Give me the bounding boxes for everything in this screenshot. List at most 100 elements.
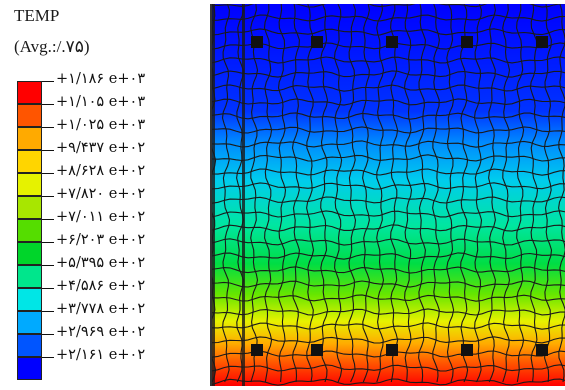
temperature-field: [212, 4, 565, 386]
legend-panel: TEMP (Avg.:/.۷۵) +۱/۱۸۶ e+۰۳ +۱/۱۰۵ e+۰۳…: [0, 0, 207, 390]
mesh-line-horizontal: [212, 56, 565, 64]
legend-swatch: [17, 81, 42, 104]
legend-swatch: [17, 196, 42, 219]
boundary-strip: [242, 4, 245, 386]
legend-swatch: [17, 104, 42, 127]
boundary-strip: [212, 4, 215, 386]
node-marker: [311, 344, 323, 356]
legend-tick: [42, 196, 54, 197]
legend-tick: [42, 288, 54, 289]
contour-mesh-canvas: [212, 4, 565, 386]
mesh-line-vertical: [432, 4, 440, 383]
legend-value-label: +۴/۵۸۶ e+۰۲: [56, 278, 146, 294]
mesh-line-horizontal: [212, 154, 565, 162]
legend-tick: [42, 242, 54, 243]
node-marker: [461, 344, 473, 356]
mesh-line-horizontal: [212, 70, 565, 78]
mesh-line-vertical: [362, 4, 370, 383]
node-marker: [386, 344, 398, 356]
mesh-line-vertical: [403, 4, 413, 383]
legend-value-label: +۷/۰۱۱ e+۰۲: [56, 209, 146, 225]
mesh-line-horizontal: [212, 4, 565, 8]
mesh-line-horizontal: [212, 308, 565, 316]
mesh-line-vertical: [543, 4, 553, 383]
legend-swatch: [17, 150, 42, 173]
legend-swatch: [17, 334, 42, 357]
legend-swatch: [17, 242, 42, 265]
mesh-line-vertical: [376, 4, 385, 383]
mesh-line-horizontal: [212, 280, 565, 288]
legend-tick: [42, 173, 54, 174]
mesh-line-vertical: [502, 4, 511, 383]
legend-tick: [42, 81, 54, 82]
mesh-line-horizontal: [212, 224, 565, 232]
mesh-line-horizontal: [212, 294, 565, 302]
mesh-line-vertical: [446, 4, 455, 383]
legend-value-label: +۵/۳۹۵ e+۰۲: [56, 255, 146, 271]
mesh-line-vertical: [529, 4, 539, 383]
mesh-line-vertical: [306, 4, 315, 383]
mesh-line-horizontal: [212, 112, 565, 120]
mesh-line-horizontal: [212, 140, 565, 148]
node-marker: [386, 36, 398, 48]
mesh-line-horizontal: [212, 252, 565, 260]
temperature-contour-plot: [210, 4, 565, 386]
legend-swatch: [17, 288, 42, 311]
mesh-line-vertical: [473, 4, 483, 383]
mesh-line-horizontal: [212, 182, 565, 190]
legend-tick: [42, 311, 54, 312]
legend-tick: [42, 219, 54, 220]
legend-tick: [42, 104, 54, 105]
mesh-line-horizontal: [212, 336, 565, 344]
legend-value-label: +۲/۹۶۹ e+۰۲: [56, 324, 146, 340]
legend-value-label: +۲/۱۶۱ e+۰۲: [56, 347, 146, 363]
legend-value-label: +۱/۰۲۵ e+۰۳: [56, 117, 146, 133]
legend-tick: [42, 127, 54, 128]
mesh-line-vertical: [417, 4, 426, 383]
mesh-line-horizontal: [212, 14, 565, 22]
legend-value-label: +۶/۲۰۳ e+۰۲: [56, 232, 146, 248]
mesh-line-horizontal: [212, 196, 565, 204]
mesh-line-horizontal: [212, 364, 565, 372]
mesh-grid: [212, 4, 565, 386]
legend-swatch: [17, 127, 42, 150]
mesh-line-vertical: [320, 4, 329, 383]
mesh-line-vertical: [221, 4, 231, 383]
legend-value-label: +۸/۶۲۸ e+۰۲: [56, 163, 146, 179]
legend-tick: [42, 334, 54, 335]
mesh-line-vertical: [250, 4, 259, 383]
legend-swatch: [17, 311, 42, 334]
mesh-line-horizontal: [212, 84, 565, 92]
mesh-line-vertical: [263, 4, 273, 383]
legend-swatch: [17, 219, 42, 242]
legend-value-label: +۳/۷۷۸ e+۰۲: [56, 301, 146, 317]
node-marker: [251, 36, 263, 48]
mesh-line-horizontal: [212, 210, 565, 218]
mesh-line-horizontal: [212, 378, 565, 386]
legend-value-label: +۷/۸۲۰ e+۰۲: [56, 186, 146, 202]
legend-swatch: [17, 357, 42, 380]
mesh-line-horizontal: [212, 126, 565, 134]
legend-value-label: +۱/۱۸۶ e+۰۳: [56, 71, 146, 87]
node-marker: [251, 344, 263, 356]
legend-title: TEMP: [14, 6, 60, 25]
mesh-line-vertical: [390, 4, 399, 383]
mesh-line-vertical: [459, 4, 469, 383]
legend-tick: [42, 150, 54, 151]
mesh-line-horizontal: [212, 28, 565, 36]
legend-tick: [42, 357, 54, 358]
mesh-line-horizontal: [212, 238, 565, 246]
mesh-line-horizontal: [212, 168, 565, 176]
node-markers: [251, 36, 548, 356]
node-marker: [461, 36, 473, 48]
legend-swatch: [17, 173, 42, 196]
mesh-line-vertical: [277, 4, 287, 383]
mesh-line-vertical: [347, 4, 357, 383]
legend-value-label: +۹/۴۳۷ e+۰۲: [56, 140, 146, 156]
mesh-line-vertical: [488, 4, 496, 383]
node-marker: [311, 36, 323, 48]
mesh-line-vertical: [291, 4, 300, 383]
mesh-line-vertical: [558, 4, 565, 383]
legend-subtitle: (Avg.:/.۷۵): [14, 37, 90, 56]
node-marker: [536, 344, 548, 356]
